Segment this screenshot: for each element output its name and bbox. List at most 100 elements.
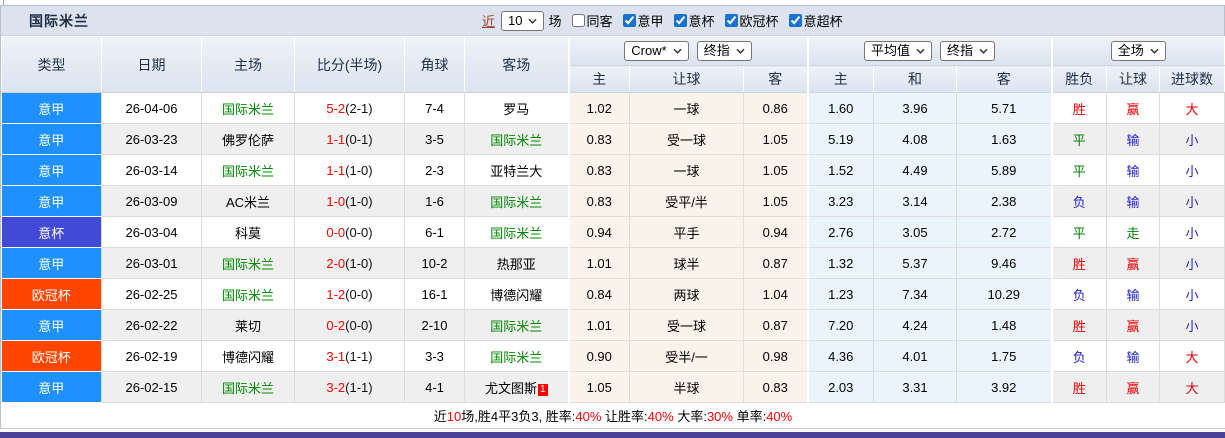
summary-text: 近10场,胜4平3负3, 胜率:40% 让胜率:40% 大率:30% 单率:40…: [1, 402, 1225, 428]
filter-coppa-italia[interactable]: 意杯: [668, 11, 715, 30]
same-away-checkbox[interactable]: [571, 14, 585, 27]
corner-count: 16-1: [404, 278, 465, 310]
handicap-line: 受一球: [629, 123, 744, 155]
serie-a-checkbox[interactable]: [622, 14, 636, 27]
chevron-down-icon: [528, 18, 538, 24]
handicap-line: 一球: [629, 154, 744, 186]
league-badge: 意甲: [1, 309, 102, 341]
handicap-line: 平手: [629, 216, 744, 248]
match-row: 意甲 26-03-01 国际米兰 2-0(1-0) 10-2 热那亚 1.01 球半 0.87 1…: [1, 247, 1225, 279]
fulltime-score: 2-0: [326, 255, 346, 271]
handicap-away-odds: 0.87: [743, 309, 808, 341]
filter-champions-league[interactable]: 欧冠杯: [719, 11, 779, 30]
handicap-time-select[interactable]: 终指: [696, 41, 752, 61]
champions-league-checkbox[interactable]: [724, 14, 738, 27]
halftime-score: (1-0): [345, 162, 373, 178]
corner-count: 2-10: [404, 309, 465, 341]
subcol-result-outcome: 胜负: [1050, 65, 1107, 93]
result-scope-select[interactable]: 全场: [1110, 41, 1166, 61]
same-away-filter[interactable]: 同客: [566, 11, 613, 30]
euro-draw-odds: 3.14: [873, 185, 957, 217]
handicap-away-odds: 0.94: [743, 216, 808, 248]
filter-serie-a[interactable]: 意甲: [617, 11, 664, 30]
subcol-handicap-away: 客: [743, 65, 808, 93]
chevron-down-icon: [916, 48, 925, 54]
handicap-home-odds: 1.02: [567, 92, 630, 124]
euro-draw-odds: 5.37: [873, 247, 957, 279]
halftime-score: (0-0): [345, 286, 373, 302]
handicap-home-odds: 1.05: [567, 371, 630, 403]
euro-draw-odds: 4.01: [873, 340, 957, 372]
match-date: 26-04-06: [101, 92, 202, 124]
handicap-result: 赢: [1106, 247, 1160, 279]
match-row: 意甲 26-02-15 国际米兰 3-2(1-1) 4-1 尤文图斯 1 1.05 半球 0.83…: [1, 371, 1225, 403]
fulltime-score: 0-2: [326, 317, 346, 333]
handicap-away-odds: 0.83: [743, 371, 808, 403]
euro-odds-group: 平均值 终指: [806, 36, 1052, 66]
score-cell: 3-1(1-1): [294, 340, 405, 372]
euro-away-odds: 3.92: [956, 371, 1052, 403]
away-team: 尤文图斯 1: [464, 371, 569, 403]
away-team-name: 尤文图斯: [484, 380, 537, 396]
euro-time-select[interactable]: 终指: [940, 41, 996, 61]
score-cell: 0-2(0-0): [294, 309, 405, 341]
home-team-name: AC米兰: [225, 194, 271, 210]
home-team: 国际米兰: [201, 371, 295, 403]
summary-row: 近10场,胜4平3负3, 胜率:40% 让胜率:40% 大率:30% 单率:40…: [1, 402, 1225, 428]
handicap-line: 受一球: [629, 309, 744, 341]
handicap-away-odds: 1.05: [743, 154, 808, 186]
halftime-score: (1-0): [345, 193, 373, 209]
corner-count: 7-4: [404, 92, 465, 124]
summary-stat-label: 场,胜4平3负3, 胜率:: [461, 409, 576, 424]
subcol-euro-away: 客: [956, 65, 1052, 93]
handicap-home-odds: 0.83: [567, 185, 630, 217]
away-team: 热那亚: [464, 247, 569, 279]
filter-super-cup[interactable]: 意超杯: [783, 11, 843, 30]
halftime-score: (0-0): [345, 224, 373, 240]
super-cup-checkbox[interactable]: [788, 14, 802, 27]
summary-stat-label: 单率:: [732, 409, 767, 424]
away-team-name: 国际米兰: [490, 318, 543, 334]
away-team-name: 热那亚: [496, 256, 536, 272]
home-team-name: 国际米兰: [221, 163, 274, 179]
euro-away-odds: 5.89: [956, 154, 1052, 186]
goals-result: 大: [1158, 92, 1225, 124]
subcol-result-goals: 进球数: [1158, 65, 1225, 93]
euro-away-odds: 1.63: [956, 123, 1052, 155]
halftime-score: (2-1): [345, 100, 373, 116]
recent-link[interactable]: 近: [482, 14, 496, 29]
corner-count: 3-5: [404, 123, 465, 155]
goals-result: 小: [1158, 278, 1225, 310]
coppa-italia-checkbox[interactable]: [673, 14, 687, 27]
goals-result: 小: [1158, 123, 1225, 155]
fulltime-score: 1-0: [326, 193, 346, 209]
league-badge: 欧冠杯: [1, 340, 102, 372]
match-row: 意甲 26-03-09 AC米兰 1-0(1-0) 1-6 国际米兰 0.83 受平/半 1.0…: [1, 185, 1225, 217]
halftime-score: (0-0): [345, 317, 373, 333]
bottom-accent-bar: [0, 432, 1225, 438]
away-team-name: 国际米兰: [490, 194, 543, 210]
handicap-away-odds: 1.05: [743, 123, 808, 155]
corner-count: 10-2: [404, 247, 465, 279]
summary-stat-value: 30%: [706, 409, 733, 424]
col-header-type: 类型: [1, 36, 102, 93]
euro-draw-odds: 3.05: [873, 216, 957, 248]
score-cell: 5-2(2-1): [294, 92, 405, 124]
euro-home-odds: 1.32: [806, 247, 874, 279]
home-team: 莱切: [201, 309, 295, 341]
halftime-score: (1-1): [345, 348, 373, 364]
goals-result: 大: [1158, 340, 1225, 372]
euro-home-odds: 4.36: [806, 340, 874, 372]
euro-draw-odds: 4.49: [873, 154, 957, 186]
recent-count-select[interactable]: 10: [501, 10, 545, 31]
euro-source-select[interactable]: 平均值: [863, 41, 932, 61]
away-team-name: 罗马: [503, 101, 530, 117]
euro-away-odds: 5.71: [956, 92, 1052, 124]
fulltime-score: 0-0: [326, 224, 346, 240]
away-team: 国际米兰: [464, 123, 569, 155]
home-team-name: 国际米兰: [221, 380, 274, 396]
handicap-line: 两球: [629, 278, 744, 310]
league-badge: 意甲: [1, 247, 102, 279]
match-row: 意甲 26-02-22 莱切 0-2(0-0) 2-10 国际米兰 1.01 受一球 0.87 7…: [1, 309, 1225, 341]
handicap-source-select[interactable]: Crow*: [624, 41, 689, 61]
